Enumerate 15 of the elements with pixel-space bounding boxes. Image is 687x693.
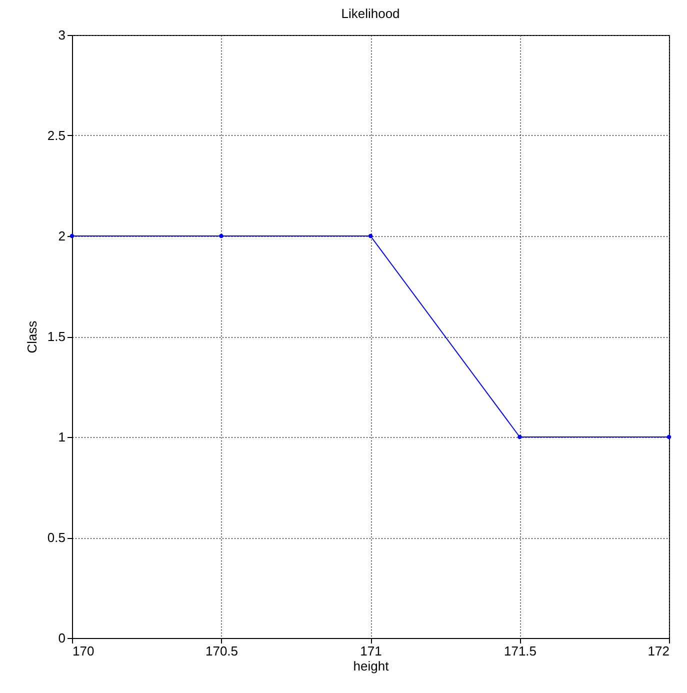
y-tick-label: 0.5 [47, 530, 66, 545]
y-tick-label: 1 [58, 430, 66, 444]
x-tick-label: 171.5 [504, 644, 537, 658]
x-tick-label: 170 [72, 644, 94, 658]
y-axis-title: Class [24, 320, 40, 354]
y-tick-label: 2.5 [47, 128, 66, 143]
chart-title: Likelihood [341, 6, 400, 21]
y-tick-label: 0 [58, 630, 66, 646]
x-tick-label: 170.5 [205, 644, 238, 658]
y-tick-label: 3 [58, 28, 66, 42]
x-tick-label: 171 [360, 644, 382, 658]
x-axis-title: height [353, 658, 390, 674]
y-tick-label: 1.5 [47, 329, 66, 344]
x-tick-label: 172 [648, 644, 670, 658]
y-tick-label: 2 [58, 228, 66, 244]
